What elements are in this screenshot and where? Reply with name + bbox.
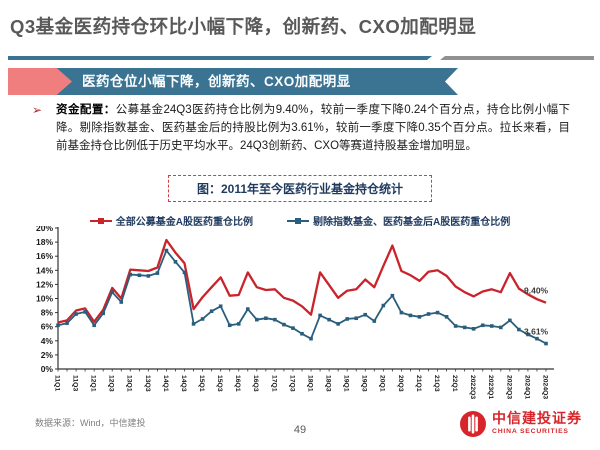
svg-text:20Q1: 20Q1: [379, 375, 386, 392]
legend-item-all-funds: 全部公募基金A股医药重仓比例: [89, 213, 253, 228]
bullet-paragraph: ➢ 资金配置：公募基金24Q3医药持仓比例为9.40%，较前一季度下降0.24个…: [32, 102, 572, 155]
svg-text:19Q3: 19Q3: [361, 375, 368, 392]
section-banner-label: 医药仓位小幅下降，创新药、CXO加配明显: [82, 74, 351, 89]
svg-text:22Q1: 22Q1: [451, 375, 458, 392]
company-logo: 中信建投证券 CHINA SECURITIES: [459, 410, 582, 438]
legend-line-marker-red: [89, 217, 112, 224]
legend-line-marker-blue: [287, 217, 309, 224]
svg-text:13Q1: 13Q1: [126, 375, 133, 392]
legend-label-all-funds: 全部公募基金A股医药重仓比例: [115, 217, 253, 228]
svg-text:21Q1: 21Q1: [415, 375, 422, 392]
bullet-body: 公募基金24Q3医药持仓比例为9.40%，较前一季度下降0.24个百分点，持仓比…: [56, 104, 571, 152]
logo-text: 中信建投证券 CHINA SECURITIES: [492, 412, 582, 435]
svg-text:2%: 2%: [41, 350, 54, 360]
svg-text:2024Q1: 2024Q1: [523, 375, 530, 399]
svg-text:12%: 12%: [36, 279, 53, 289]
svg-text:14Q1: 14Q1: [162, 375, 169, 392]
svg-text:20%: 20%: [36, 226, 53, 233]
legend-item-ex-index: 剔除指数基金、医药基金后A股医药重仓比例: [287, 213, 510, 228]
logo-en: CHINA SECURITIES: [492, 427, 569, 435]
svg-text:17Q3: 17Q3: [288, 375, 295, 392]
page-number: 49: [293, 424, 307, 436]
svg-text:11Q1: 11Q1: [53, 375, 60, 391]
svg-text:11Q3: 11Q3: [71, 375, 78, 391]
svg-text:4%: 4%: [41, 336, 54, 346]
svg-text:15Q1: 15Q1: [198, 375, 205, 392]
chart-title-box: 图：2011年至今医药行业基金持仓统计: [167, 175, 433, 202]
svg-text:18%: 18%: [36, 237, 53, 247]
svg-text:21Q3: 21Q3: [433, 375, 440, 392]
svg-text:14Q3: 14Q3: [180, 375, 187, 392]
svg-text:6%: 6%: [41, 322, 54, 332]
svg-text:17Q1: 17Q1: [270, 375, 277, 392]
header-rule-teal: [8, 56, 432, 60]
svg-text:16%: 16%: [36, 251, 53, 261]
svg-text:2024Q3: 2024Q3: [541, 375, 548, 399]
svg-text:14%: 14%: [36, 265, 53, 275]
svg-text:20Q3: 20Q3: [397, 375, 404, 392]
svg-text:8%: 8%: [41, 308, 54, 318]
svg-text:19Q1: 19Q1: [343, 375, 350, 392]
svg-text:18Q3: 18Q3: [325, 375, 332, 392]
svg-text:10%: 10%: [36, 294, 53, 304]
banner-arrow-icon: [8, 68, 72, 95]
svg-text:15Q3: 15Q3: [216, 375, 223, 392]
svg-text:9.40%: 9.40%: [524, 286, 549, 296]
svg-text:2023Q1: 2023Q1: [487, 375, 494, 399]
chart-legend: 全部公募基金A股医药重仓比例 剔除指数基金、医药基金后A股医药重仓比例: [0, 213, 600, 228]
svg-text:2023Q3: 2023Q3: [505, 375, 512, 399]
svg-text:16Q3: 16Q3: [252, 375, 259, 392]
bullet-lead: 资金配置：: [56, 104, 116, 116]
section-banner: [30, 68, 458, 95]
bullet-text: 资金配置：公募基金24Q3医药持仓比例为9.40%，较前一季度下降0.24个百分…: [56, 102, 570, 155]
svg-text:13Q3: 13Q3: [144, 375, 151, 392]
holdings-line-chart: 0% 2% 4% 6% 8% 10% 12% 14% 16% 18% 20% 11Q1 11Q3 12Q1…: [36, 226, 554, 399]
svg-text:2022Q3: 2022Q3: [469, 375, 476, 399]
svg-text:3.61%: 3.61%: [524, 327, 549, 337]
header-rule-gray: [440, 56, 594, 60]
svg-text:16Q1: 16Q1: [234, 375, 241, 392]
page-title: Q3基金医药持仓环比小幅下降，创新药、CXO加配明显: [10, 16, 477, 37]
svg-text:12Q3: 12Q3: [108, 375, 115, 392]
bullet-arrow-icon: ➢: [32, 103, 43, 117]
svg-text:18Q1: 18Q1: [306, 375, 313, 392]
logo-cn: 中信建投证券: [492, 412, 582, 428]
svg-text:0%: 0%: [41, 364, 54, 374]
citic-logo-icon: [460, 411, 486, 437]
legend-label-ex-index: 剔除指数基金、医药基金后A股医药重仓比例: [313, 217, 511, 228]
svg-text:12Q1: 12Q1: [90, 375, 97, 392]
data-source-note: 数据来源：Wind，中信建投: [35, 418, 146, 428]
